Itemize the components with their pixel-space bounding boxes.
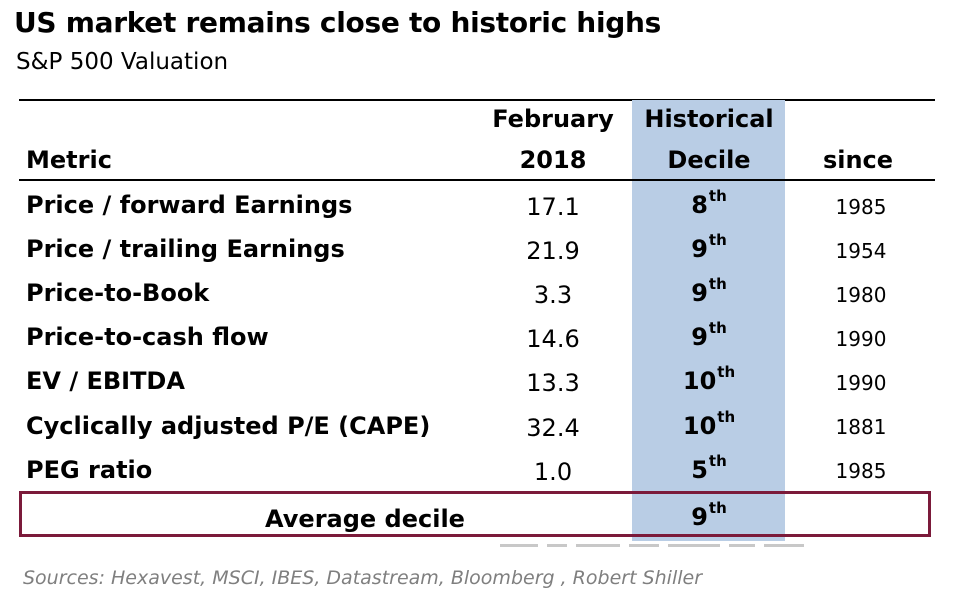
row-decile: 9th xyxy=(691,319,727,351)
row-decile: 9th xyxy=(691,231,727,263)
row-value: 13.3 xyxy=(526,369,580,397)
row-since: 1985 xyxy=(835,195,887,219)
table-header-rule xyxy=(19,179,935,181)
row-value: 21.9 xyxy=(526,237,580,265)
header-decile: Decile xyxy=(667,146,751,174)
row-decile: 10th xyxy=(682,363,736,395)
row-since: 1985 xyxy=(835,459,887,483)
row-decile: 10th xyxy=(682,408,736,440)
header-since: since xyxy=(822,146,894,174)
table-top-rule xyxy=(19,99,935,101)
row-metric: Price / forward Earnings xyxy=(26,191,353,219)
row-metric: Price-to-cash flow xyxy=(26,323,269,351)
historical-decile-column-highlight xyxy=(632,100,785,541)
row-decile: 9th xyxy=(691,275,727,307)
sources-note: Sources: Hexavest, MSCI, IBES, Datastrea… xyxy=(23,567,702,589)
average-decile-value: 9th xyxy=(691,499,727,531)
row-decile: 5th xyxy=(691,452,727,484)
row-since: 1954 xyxy=(835,239,887,263)
average-decile-label: Average decile xyxy=(265,505,465,533)
row-decile: 8th xyxy=(691,187,727,219)
header-2018: 2018 xyxy=(519,146,587,174)
row-metric: Price / trailing Earnings xyxy=(26,235,345,263)
row-since: 1881 xyxy=(835,415,887,439)
faded-text-artifact xyxy=(500,544,830,554)
average-decile-box xyxy=(19,491,931,537)
row-value: 17.1 xyxy=(526,193,580,221)
row-since: 1990 xyxy=(835,327,887,351)
row-metric: Cyclically adjusted P/E (CAPE) xyxy=(26,412,431,440)
header-metric: Metric xyxy=(26,146,112,174)
row-value: 14.6 xyxy=(526,325,580,353)
row-since: 1980 xyxy=(835,283,887,307)
page-subtitle: S&P 500 Valuation xyxy=(16,49,229,75)
row-metric: PEG ratio xyxy=(26,456,153,484)
row-metric: EV / EBITDA xyxy=(26,367,185,395)
header-february: February xyxy=(492,105,614,133)
row-value: 1.0 xyxy=(533,458,573,486)
row-value: 3.3 xyxy=(533,281,573,309)
row-since: 1990 xyxy=(835,371,887,395)
header-historical: Historical xyxy=(644,105,774,133)
row-value: 32.4 xyxy=(526,414,580,442)
page-title: US market remains close to historic high… xyxy=(14,6,661,39)
row-metric: Price-to-Book xyxy=(26,279,210,307)
